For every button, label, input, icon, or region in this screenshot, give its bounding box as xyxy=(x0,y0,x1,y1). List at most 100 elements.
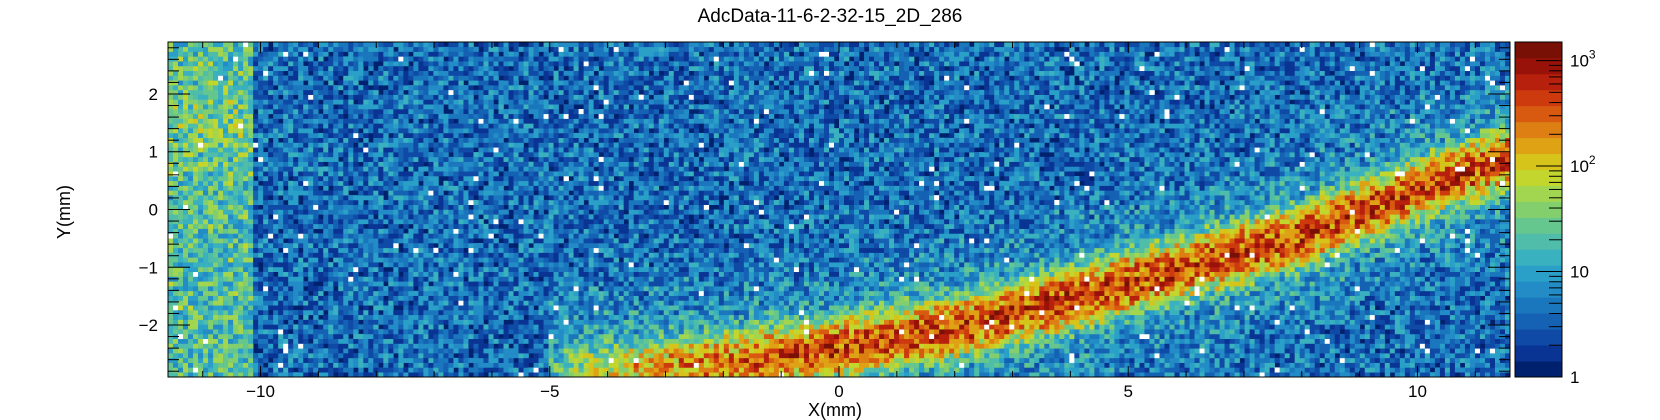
heatmap-cell xyxy=(268,71,273,76)
heatmap-cell xyxy=(323,238,328,243)
heatmap-cell xyxy=(313,339,318,344)
heatmap-cell xyxy=(358,310,363,315)
heatmap-cell xyxy=(493,138,498,143)
heatmap-cell xyxy=(303,344,308,349)
heatmap-cell xyxy=(313,133,318,138)
heatmap-cell xyxy=(173,133,178,138)
heatmap-cell xyxy=(453,277,458,282)
heatmap-cell xyxy=(398,344,403,349)
heatmap-cell xyxy=(493,348,498,353)
heatmap-cell xyxy=(368,99,373,104)
heatmap-cell xyxy=(268,128,273,133)
heatmap-cell xyxy=(398,157,403,162)
heatmap-cell xyxy=(418,104,423,109)
heatmap-cell xyxy=(258,300,263,305)
heatmap-cell xyxy=(443,200,448,205)
heatmap-cell xyxy=(488,286,493,291)
heatmap-cell xyxy=(529,329,534,334)
heatmap-cell xyxy=(358,66,363,71)
heatmap-cell xyxy=(243,320,248,325)
heatmap-cell xyxy=(168,339,173,344)
heatmap-cell xyxy=(248,47,253,52)
heatmap-cell xyxy=(448,162,453,167)
heatmap-cell xyxy=(524,286,529,291)
heatmap-cell xyxy=(303,324,308,329)
heatmap-cell xyxy=(524,71,529,76)
heatmap-cell xyxy=(328,71,333,76)
heatmap-cell xyxy=(213,90,218,95)
heatmap-cell xyxy=(418,334,423,339)
heatmap-cell xyxy=(408,233,413,238)
heatmap-cell xyxy=(433,267,438,272)
heatmap-cell xyxy=(273,305,278,310)
heatmap-cell xyxy=(488,80,493,85)
heatmap-cell xyxy=(363,104,368,109)
heatmap-cell xyxy=(248,348,253,353)
heatmap-cell xyxy=(509,195,514,200)
heatmap-cell xyxy=(504,181,509,186)
heatmap-cell xyxy=(403,162,408,167)
heatmap-cell xyxy=(519,128,524,133)
heatmap-cell xyxy=(183,66,188,71)
heatmap-cell xyxy=(448,186,453,191)
heatmap-cell xyxy=(388,291,393,296)
heatmap-cell xyxy=(288,339,293,344)
heatmap-cell xyxy=(243,147,248,152)
heatmap-cell xyxy=(398,152,403,157)
heatmap-cell xyxy=(403,296,408,301)
heatmap-cell xyxy=(328,267,333,272)
heatmap-cell xyxy=(223,138,228,143)
heatmap-cell xyxy=(478,190,483,195)
heatmap-cell xyxy=(213,324,218,329)
heatmap-cell xyxy=(483,214,488,219)
heatmap-cell xyxy=(328,56,333,61)
heatmap-cell xyxy=(493,85,498,90)
heatmap-cell xyxy=(308,133,313,138)
heatmap-cell xyxy=(378,95,383,100)
heatmap-cell xyxy=(213,133,218,138)
heatmap-cell xyxy=(283,143,288,148)
heatmap-cell xyxy=(268,157,273,162)
heatmap-cell xyxy=(529,147,534,152)
heatmap-cell xyxy=(338,138,343,143)
heatmap-cell xyxy=(488,162,493,167)
heatmap-cell xyxy=(218,47,223,52)
heatmap-cell xyxy=(493,315,498,320)
heatmap-cell xyxy=(418,219,423,224)
heatmap-cell xyxy=(388,171,393,176)
heatmap-cell xyxy=(233,238,238,243)
heatmap-cell xyxy=(198,310,203,315)
heatmap-cell xyxy=(223,66,228,71)
heatmap-cell xyxy=(534,277,539,282)
heatmap-cell xyxy=(273,324,278,329)
heatmap-cell xyxy=(278,344,283,349)
heatmap-cell xyxy=(323,95,328,100)
heatmap-cell xyxy=(368,56,373,61)
heatmap-cell xyxy=(368,229,373,234)
heatmap-cell xyxy=(524,104,529,109)
heatmap-cell xyxy=(529,166,534,171)
heatmap-cell xyxy=(418,195,423,200)
heatmap-cell xyxy=(228,296,233,301)
heatmap-cell xyxy=(298,210,303,215)
heatmap-cell xyxy=(463,291,468,296)
heatmap-cell xyxy=(243,224,248,229)
heatmap-cell xyxy=(393,296,398,301)
heatmap-cell xyxy=(178,238,183,243)
heatmap-cell xyxy=(509,353,514,358)
heatmap-cell xyxy=(273,56,278,61)
heatmap-cell xyxy=(478,219,483,224)
heatmap-cell xyxy=(188,344,193,349)
heatmap-cell xyxy=(178,171,183,176)
heatmap-cell xyxy=(168,85,173,90)
heatmap-cell xyxy=(313,109,318,114)
heatmap-cell xyxy=(443,128,448,133)
heatmap-cell xyxy=(188,71,193,76)
heatmap-cell xyxy=(188,238,193,243)
heatmap-cell xyxy=(298,42,303,47)
heatmap-cell xyxy=(378,47,383,52)
heatmap-cell xyxy=(358,248,363,253)
heatmap-cell xyxy=(383,363,388,368)
heatmap-cell xyxy=(233,272,238,277)
heatmap-cell xyxy=(283,243,288,248)
